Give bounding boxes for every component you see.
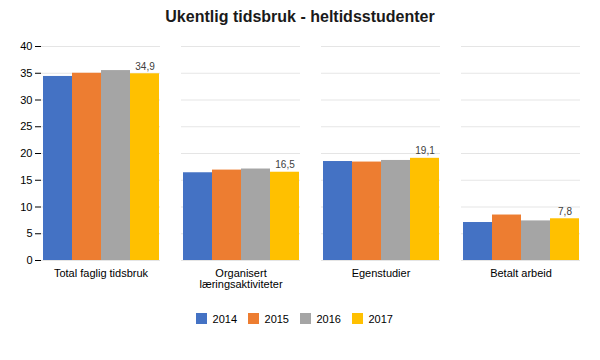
svg-text:Betalt arbeid: Betalt arbeid — [490, 267, 552, 279]
svg-text:15: 15 — [20, 174, 32, 186]
svg-text:Total faglig tidsbruk: Total faglig tidsbruk — [54, 267, 149, 279]
svg-text:34,9: 34,9 — [135, 61, 155, 72]
html-text:Ukentlig tidsbruk - heltidsstu: Ukentlig tidsbruk - heltidsstudenter — [165, 8, 435, 25]
html-text:2017: 2017 — [368, 312, 393, 325]
html-text:2015: 2015 — [264, 312, 289, 325]
html-text:2014: 2014 — [212, 312, 237, 325]
svg-text:40: 40 — [20, 40, 32, 52]
svg-text:35: 35 — [20, 67, 32, 79]
html-text:2016: 2016 — [316, 312, 341, 325]
svg-text:20: 20 — [20, 147, 32, 159]
svg-text:Organisertlæringsaktiviteter: Organisertlæringsaktiviteter — [199, 267, 282, 290]
svg-text:7,8: 7,8 — [558, 206, 572, 217]
svg-text:5: 5 — [26, 227, 32, 239]
svg-text:25: 25 — [20, 120, 32, 132]
svg-text:16,5: 16,5 — [275, 159, 295, 170]
svg-text:10: 10 — [20, 201, 32, 213]
svg-text:Egenstudier: Egenstudier — [352, 267, 411, 279]
svg-text:19,1: 19,1 — [415, 145, 435, 156]
svg-text:0: 0 — [26, 254, 32, 266]
svg-text:30: 30 — [20, 94, 32, 106]
